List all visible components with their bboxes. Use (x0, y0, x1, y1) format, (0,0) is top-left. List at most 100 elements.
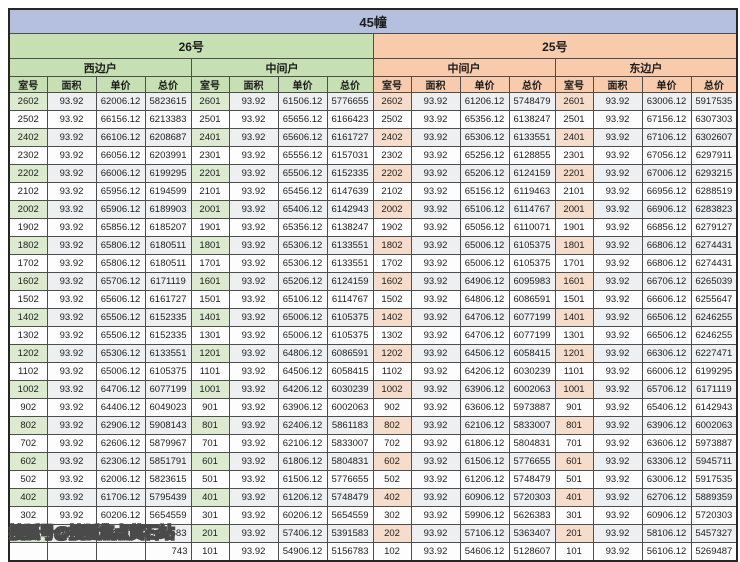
room-cell: 502 (8, 470, 48, 489)
total-price-cell: 6142943 (326, 200, 374, 219)
area-cell: 93.92 (228, 542, 279, 562)
room-cell: 2301 (190, 146, 230, 165)
room-cell: 2101 (190, 182, 230, 201)
col-header-g3-3: 总价 (690, 76, 738, 93)
total-price-cell: 6114767 (508, 200, 556, 219)
room-cell: 1901 (190, 218, 230, 237)
area-cell: 93.92 (592, 92, 643, 111)
room-cell: 501 (190, 470, 230, 489)
room-cell: 1202 (8, 344, 48, 363)
building-row: 26号 25号 (8, 33, 738, 59)
room-cell: 1202 (372, 344, 412, 363)
unit-price-cell: 65156.12 (459, 182, 510, 201)
area-cell: 93.92 (46, 164, 97, 183)
col-header-g3-0: 室号 (554, 76, 594, 93)
area-cell: 93.92 (228, 218, 279, 237)
area-cell: 93.92 (592, 470, 643, 489)
col-header-g2-3: 总价 (508, 76, 556, 93)
area-cell: 93.92 (46, 236, 97, 255)
room-cell: 902 (372, 398, 412, 417)
total-price-cell: 6105375 (508, 236, 556, 255)
room-cell: 1802 (372, 236, 412, 255)
unit-price-cell: 66606.12 (641, 290, 692, 309)
unit-price-cell: 65306.12 (95, 344, 146, 363)
total-price-cell: 6307303 (690, 110, 738, 129)
unit-price-cell: 64706.12 (459, 326, 510, 345)
room-cell: 801 (190, 416, 230, 435)
area-cell: 93.92 (410, 128, 461, 147)
room-cell: 102 (372, 542, 412, 562)
unit-price-cell: 65356.12 (459, 110, 510, 129)
unit-type-header-3: 东边户 (554, 58, 738, 77)
total-price-cell: 6157031 (326, 146, 374, 165)
unit-price-cell: 61806.12 (459, 434, 510, 453)
room-cell: 1402 (8, 308, 48, 327)
table-row: 1302 93.92 65506.12 6152335 1301 93.92 65006.1… (8, 326, 738, 345)
area-cell: 93.92 (410, 470, 461, 489)
room-cell: 101 (190, 542, 230, 562)
room-cell: 702 (372, 434, 412, 453)
area-cell: 93.92 (46, 308, 97, 327)
unit-price-cell: 57406.12 (95, 524, 146, 543)
unit-price-cell: 61206.12 (277, 488, 328, 507)
table-row: 1002 93.92 64706.12 6077199 1001 93.92 64206.1… (8, 380, 738, 399)
room-cell: 1101 (554, 362, 594, 381)
total-price-cell: 5776655 (508, 452, 556, 471)
total-price-cell: 6138247 (508, 110, 556, 129)
unit-price-cell: 54906.12 (277, 542, 328, 562)
room-cell: 1902 (372, 218, 412, 237)
area-cell: 93.92 (46, 344, 97, 363)
room-cell: 401 (190, 488, 230, 507)
unit-price-cell: 65856.12 (95, 218, 146, 237)
total-price-cell: 6133551 (326, 236, 374, 255)
room-cell: 1001 (190, 380, 230, 399)
room-cell: 1302 (372, 326, 412, 345)
total-price-cell: 6030239 (326, 380, 374, 399)
room-cell: 802 (372, 416, 412, 435)
unit-price-cell: 66506.12 (641, 308, 692, 327)
unit-price-cell: 61206.12 (459, 92, 510, 111)
area-cell: 93.92 (592, 182, 643, 201)
unit-price-cell: 64506.12 (277, 362, 328, 381)
area-cell: 93.92 (592, 524, 643, 543)
area-cell: 93.92 (228, 110, 279, 129)
room-cell: 1602 (8, 272, 48, 291)
unit-price-cell: 65656.12 (277, 110, 328, 129)
unit-price-cell: 67156.12 (641, 110, 692, 129)
area-cell: 93.92 (410, 236, 461, 255)
table-header: 45幢 26号 25号 西边户 中间户 中间户 东边户 室号 面积 单价 总价 室号 面积 单价总… (8, 8, 738, 93)
unit-type-row: 西边户 中间户 中间户 东边户 (8, 58, 738, 77)
unit-price-cell: 64806.12 (277, 344, 328, 363)
total-price-cell: 5908143 (144, 416, 192, 435)
total-price-cell: 6142943 (690, 398, 738, 417)
area-cell: 93.92 (592, 128, 643, 147)
unit-price-cell: 65006.12 (277, 308, 328, 327)
unit-price-cell: 65056.12 (459, 218, 510, 237)
area-cell: 93.92 (46, 452, 97, 471)
unit-price-cell: 66006.12 (95, 164, 146, 183)
table-row: 743 101 93.92 54906.12 5156783 102 93.92 54606.… (8, 542, 738, 562)
unit-price-cell: 63006.12 (641, 470, 692, 489)
room-cell: 1801 (190, 236, 230, 255)
area-cell: 93.92 (228, 416, 279, 435)
area-cell: 93.92 (592, 434, 643, 453)
room-cell: 2002 (372, 200, 412, 219)
area-cell: 93.92 (410, 506, 461, 525)
total-price-cell: 6180511 (144, 236, 192, 255)
unit-price-cell: 65006.12 (95, 362, 146, 381)
room-cell: 1702 (372, 254, 412, 273)
unit-price-cell (95, 542, 146, 562)
total-price-cell: 5973887 (508, 398, 556, 417)
unit-price-cell: 67106.12 (641, 128, 692, 147)
room-cell: 1401 (554, 308, 594, 327)
total-price-cell: 5945711 (690, 452, 738, 471)
room-cell: 701 (554, 434, 594, 453)
unit-price-cell: 62106.12 (277, 434, 328, 453)
unit-price-cell: 65506.12 (277, 164, 328, 183)
total-price-cell: 6086591 (326, 344, 374, 363)
total-price-cell: 5748479 (508, 92, 556, 111)
room-cell: 301 (190, 506, 230, 525)
area-cell: 93.92 (410, 380, 461, 399)
area-cell: 93.92 (228, 254, 279, 273)
room-cell: 2601 (190, 92, 230, 111)
